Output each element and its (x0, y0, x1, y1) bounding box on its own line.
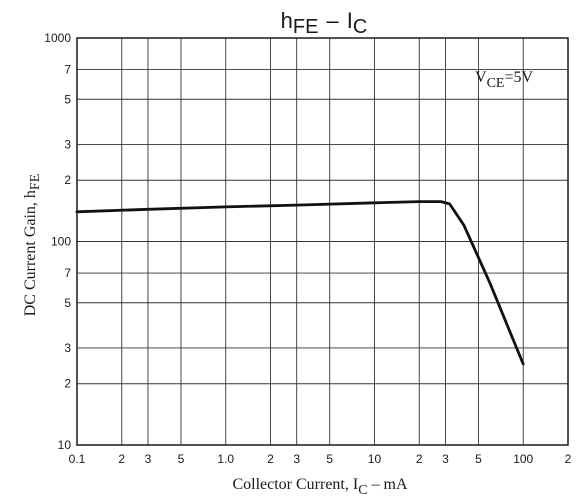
annotation-main: V (475, 69, 487, 86)
title-main-sub: FE (293, 16, 319, 38)
chart-title: hFE – IC (281, 8, 368, 38)
hfe-series-line (75, 200, 525, 366)
series-layer (75, 200, 525, 366)
y-tick-label: 1000 (44, 31, 71, 45)
y-axis-label: DC Current Gain, hFE (22, 174, 43, 317)
xlabel-post: – mA (368, 476, 408, 493)
x-tick-label: 2 (565, 452, 572, 466)
x-tick-label: 100 (513, 452, 533, 466)
x-tick-label: 2 (416, 452, 423, 466)
x-tick-label: 2 (267, 452, 274, 466)
y-tick-label: 5 (64, 296, 71, 310)
xlabel-sub: C (358, 483, 367, 497)
ylabel-sub: FE (28, 174, 43, 190)
y-tick-label: 2 (64, 173, 71, 187)
title-sep: – (326, 8, 339, 33)
title-main: h (281, 8, 293, 33)
y-tick-label: 7 (64, 63, 71, 77)
xlabel-pre: Collector Current, I (232, 476, 358, 493)
x-tick-label: 10 (368, 452, 382, 466)
annotation-sub: CE (487, 76, 505, 91)
x-tick-labels: 0.1 2 3 5 1.0 2 3 5 10 2 3 5 100 2 (69, 452, 572, 466)
y-tick-label: 3 (64, 341, 71, 355)
x-tick-label: 3 (442, 452, 449, 466)
y-tick-label: 3 (64, 137, 71, 151)
ylabel-pre: DC Current Gain, h (22, 190, 39, 316)
x-tick-label: 5 (178, 452, 185, 466)
x-tick-label: 1.0 (217, 452, 234, 466)
x-tick-label: 5 (475, 452, 482, 466)
y-tick-label: 10 (58, 438, 72, 452)
title-right-sub: C (353, 16, 367, 38)
y-tick-label: 100 (51, 235, 71, 249)
y-tick-label: 7 (64, 266, 71, 280)
title-right: I (347, 8, 353, 33)
x-tick-label: 2 (118, 452, 125, 466)
y-tick-label: 5 (64, 92, 71, 106)
annotation-post: =5V (504, 69, 533, 86)
grid (76, 37, 569, 446)
x-tick-label: 3 (293, 452, 300, 466)
x-tick-label: 5 (326, 452, 333, 466)
y-tick-labels: 10 2 3 5 7 100 2 3 5 7 1000 (44, 31, 71, 452)
x-axis-label: Collector Current, IC – mA (232, 476, 408, 497)
y-tick-label: 2 (64, 377, 71, 391)
vce-annotation: VCE=5V (475, 69, 533, 91)
plot-area-frame (76, 37, 569, 446)
x-tick-label: 0.1 (69, 452, 86, 466)
x-tick-label: 3 (145, 452, 152, 466)
